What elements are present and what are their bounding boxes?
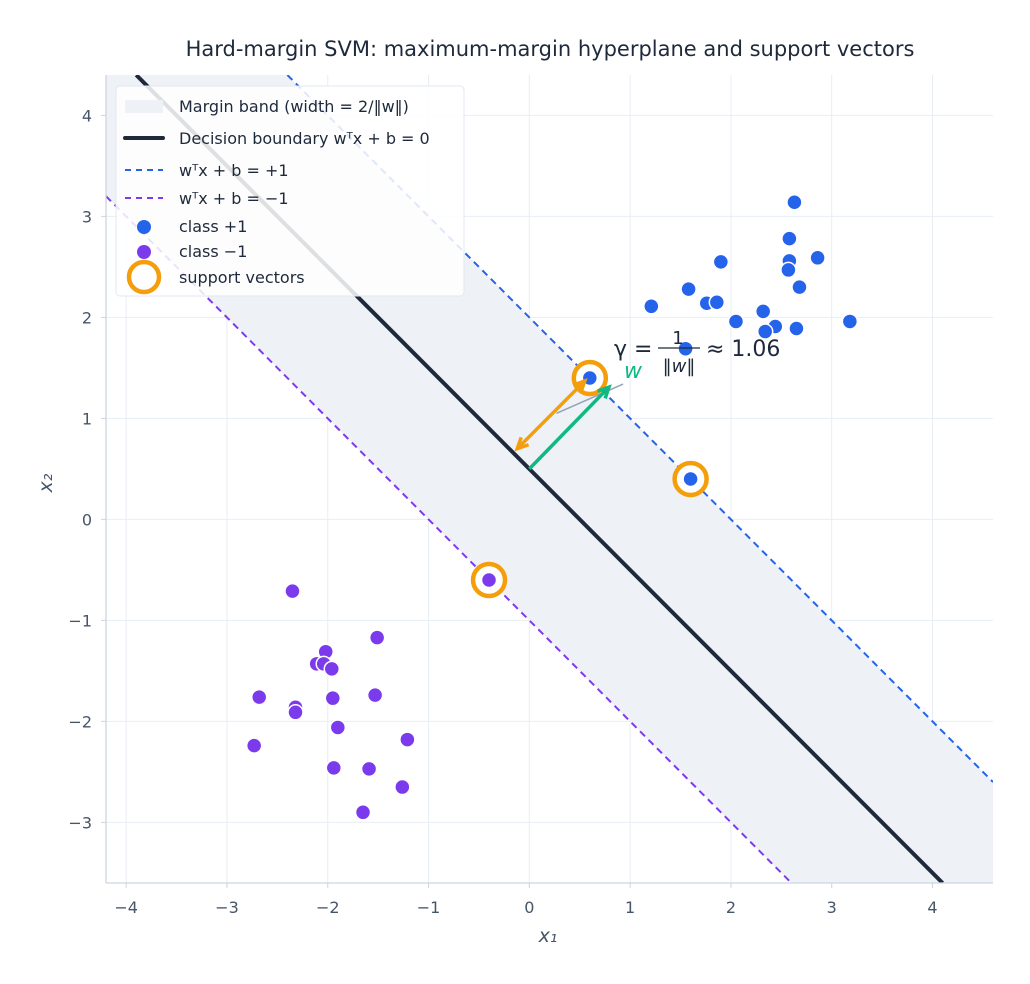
margin-gamma-arrow [514,378,588,452]
class-negative-point [324,689,342,707]
margin-gamma-arrow-shaft [516,379,587,450]
x-tick-label: −4 [114,898,138,917]
class-negative-point [245,737,263,754]
class-negative-point [360,760,378,778]
y-tick-label: 1 [82,409,92,428]
legend-label: class +1 [179,217,247,236]
margin-gamma-arrow-head [514,436,530,452]
class-positive-point [643,298,660,315]
class-negative-point [394,778,411,796]
class-positive-point [708,294,726,311]
class-negative-point [399,731,416,748]
w-label: w [624,359,643,384]
annotation-leader-line [556,383,624,415]
y-tick-label: 3 [82,207,92,226]
class-positive-point [809,249,826,267]
legend-label: class −1 [179,242,247,261]
legend-swatch-band [125,100,163,113]
class-positive-point [780,261,797,279]
class-negative-point [323,660,341,678]
w-vector-arrow-shaft [528,385,611,471]
class-negative-point [329,719,347,736]
x-tick-label: −2 [316,898,340,917]
class-positive-point [712,253,730,271]
x-tick-label: −1 [417,898,441,917]
x-tick-label: 4 [927,898,937,917]
y-tick-label: −3 [68,813,92,832]
y-tick-label: 2 [82,308,92,327]
x-axis-label: x₁ [538,925,558,947]
class-positive-point [841,313,859,330]
class-negative-point [366,686,384,704]
class-positive-point [680,280,697,298]
legend-label: wᵀx + b = −1 [179,189,289,208]
y-tick-label: −1 [68,611,92,630]
x-tick-label: 1 [625,898,635,917]
class-positive-point [791,278,808,296]
legend-label: support vectors [179,268,305,287]
class-negative-point [325,759,343,777]
legend-swatch-class-negative [137,245,151,259]
legend-swatch-class-positive [137,220,151,234]
x-tick-label: 0 [524,898,534,917]
class-positive-point [786,194,803,211]
negative-margin-line [106,195,793,883]
x-tick-label: 2 [726,898,736,917]
w-vector-arrow [528,384,612,471]
class-negative-point [250,688,268,706]
y-tick-label: 0 [82,510,92,529]
class-negative-point [368,629,386,646]
positive-margin-line [286,75,993,783]
class-negative-point [284,582,301,600]
class-positive-point [677,340,694,357]
legend-label: wᵀx + b = +1 [179,161,289,180]
margin-gamma-arrow-head [572,378,588,393]
class-positive-point [781,230,798,247]
class-positive-point [682,470,699,488]
gamma-annotation: γ = 1 ‖w‖ ≈ 1.06 [614,328,780,377]
legend-label: Decision boundary wᵀx + b = 0 [179,129,430,148]
legend-swatch-support [126,259,162,295]
y-tick-label: 4 [82,106,92,125]
axes: −4 −3 −2 −1 0 1 2 3 4 −3 −2 −1 0 1 2 3 4 [68,75,993,917]
class-positive-point [727,313,745,330]
y-tick-label: −2 [68,712,92,731]
x-tick-label: 3 [827,898,837,917]
legend: Margin band (width = 2/‖w‖) Decision boun… [115,85,465,297]
y-axis-label: x₂ [35,473,57,493]
class-negative-point [354,804,372,821]
class-negative-point [480,571,498,589]
class-negative-point [287,704,304,721]
gamma-value: ≈ 1.06 [706,337,780,362]
x-tick-label: −3 [215,898,239,917]
legend-box [115,85,465,297]
class-positive-point [756,323,774,340]
w-vector-arrow-head [597,384,612,400]
gamma-denominator: ‖w‖ [663,356,696,377]
gamma-prefix: γ = [614,337,652,362]
gamma-numerator: 1 [672,328,683,349]
class-positive-point [754,303,772,320]
legend-label: Margin band (width = 2/‖w‖) [179,97,409,116]
chart-title: Hard-margin SVM: maximum-margin hyperpla… [186,37,915,61]
class-positive-point [788,320,805,337]
